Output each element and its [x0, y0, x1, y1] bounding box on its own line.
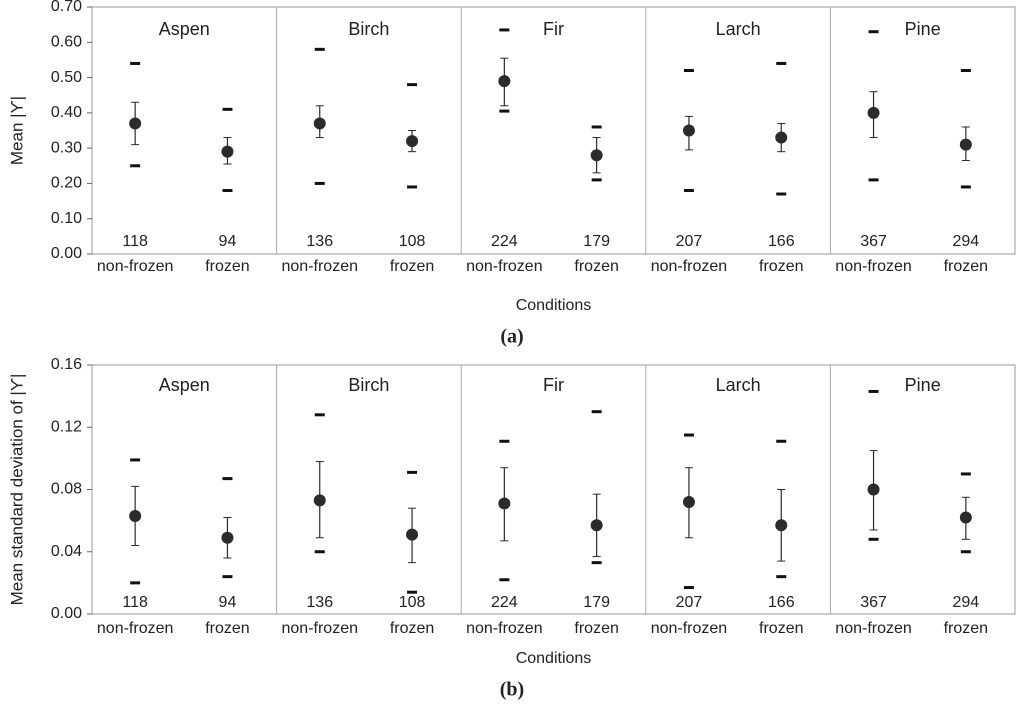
- x-axis-title: Conditions: [516, 650, 592, 667]
- mean-dot: [959, 138, 972, 151]
- count-label: 179: [583, 594, 610, 611]
- y-tick-label: 0.20: [51, 175, 82, 192]
- count-label: 166: [768, 233, 795, 250]
- y-tick-label: 0.12: [51, 418, 82, 435]
- mean-dot: [406, 135, 419, 148]
- count-label: 94: [219, 594, 237, 611]
- mean-dot: [867, 483, 880, 496]
- count-label: 118: [122, 594, 148, 611]
- count-label: 136: [306, 594, 333, 611]
- y-axis-title: Mean standard deviation of |ϒ|: [7, 374, 26, 606]
- mean-dot: [129, 509, 142, 522]
- y-tick-label: 0.04: [51, 543, 82, 560]
- count-label: 207: [676, 594, 703, 611]
- category-label: frozen: [759, 620, 803, 637]
- mean-dot: [959, 511, 972, 524]
- category-label: non-frozen: [835, 258, 912, 275]
- category-label: non-frozen: [651, 620, 728, 637]
- count-label: 94: [219, 233, 237, 250]
- y-tick-label: 0.70: [51, 0, 82, 15]
- count-label: 294: [952, 594, 979, 611]
- group-label: Fir: [543, 375, 564, 395]
- mean-dot: [406, 528, 419, 541]
- category-label: non-frozen: [466, 620, 543, 637]
- count-label: 166: [768, 594, 795, 611]
- group-label: Birch: [348, 375, 389, 395]
- mean-dot: [682, 124, 695, 137]
- mean-dot: [498, 497, 511, 510]
- group-label: Pine: [905, 375, 941, 395]
- category-label: frozen: [205, 620, 249, 637]
- category-label: non-frozen: [282, 620, 359, 637]
- category-label: non-frozen: [835, 620, 912, 637]
- y-axis-title: Mean |ϒ|: [7, 96, 26, 165]
- y-tick-label: 0.30: [51, 139, 82, 156]
- count-label: 224: [491, 594, 518, 611]
- mean-dot: [221, 531, 234, 544]
- category-label: frozen: [574, 258, 618, 275]
- category-label: non-frozen: [466, 258, 543, 275]
- panel-caption: (a): [500, 326, 523, 348]
- category-label: non-frozen: [282, 258, 359, 275]
- mean-dot: [590, 519, 603, 532]
- y-tick-label: 0.00: [51, 245, 82, 262]
- y-tick-label: 0.08: [51, 481, 82, 498]
- mean-dot: [775, 131, 788, 144]
- count-label: 207: [676, 233, 703, 250]
- mean-dot: [498, 75, 511, 88]
- mean-dot: [129, 117, 142, 130]
- count-label: 108: [399, 233, 426, 250]
- category-label: non-frozen: [97, 258, 174, 275]
- group-label: Aspen: [159, 375, 210, 395]
- category-label: non-frozen: [651, 258, 728, 275]
- count-label: 179: [583, 233, 610, 250]
- group-label: Pine: [905, 19, 941, 39]
- count-label: 118: [122, 233, 148, 250]
- mean-dot: [867, 106, 880, 119]
- y-tick-label: 0.40: [51, 104, 82, 121]
- mean-dot: [775, 519, 788, 532]
- count-label: 108: [399, 594, 426, 611]
- y-tick-label: 0.60: [51, 34, 82, 51]
- group-label: Aspen: [159, 19, 210, 39]
- category-label: frozen: [205, 258, 249, 275]
- count-label: 367: [860, 594, 887, 611]
- mean-dot: [313, 494, 326, 507]
- mean-dot: [221, 145, 234, 158]
- y-tick-label: 0.10: [51, 210, 82, 227]
- x-axis-title: Conditions: [516, 297, 592, 314]
- category-label: frozen: [944, 258, 988, 275]
- category-label: frozen: [390, 620, 434, 637]
- category-label: non-frozen: [97, 620, 174, 637]
- category-label: frozen: [574, 620, 618, 637]
- group-label: Birch: [348, 19, 389, 39]
- y-tick-label: 0.00: [51, 605, 82, 622]
- mean-dot: [682, 495, 695, 508]
- panel-caption: (b): [500, 679, 524, 701]
- y-tick-label: 0.50: [51, 69, 82, 86]
- group-label: Larch: [716, 375, 761, 395]
- plot-frame: [91, 6, 1016, 255]
- group-label: Fir: [543, 19, 564, 39]
- group-label: Larch: [716, 19, 761, 39]
- count-label: 136: [306, 233, 333, 250]
- mean-dot: [313, 117, 326, 130]
- category-label: frozen: [390, 258, 434, 275]
- count-label: 294: [952, 233, 979, 250]
- y-tick-label: 0.16: [51, 356, 82, 373]
- category-label: frozen: [944, 620, 988, 637]
- count-label: 224: [491, 233, 518, 250]
- count-label: 367: [860, 233, 887, 250]
- category-label: frozen: [759, 258, 803, 275]
- mean-dot: [590, 149, 603, 162]
